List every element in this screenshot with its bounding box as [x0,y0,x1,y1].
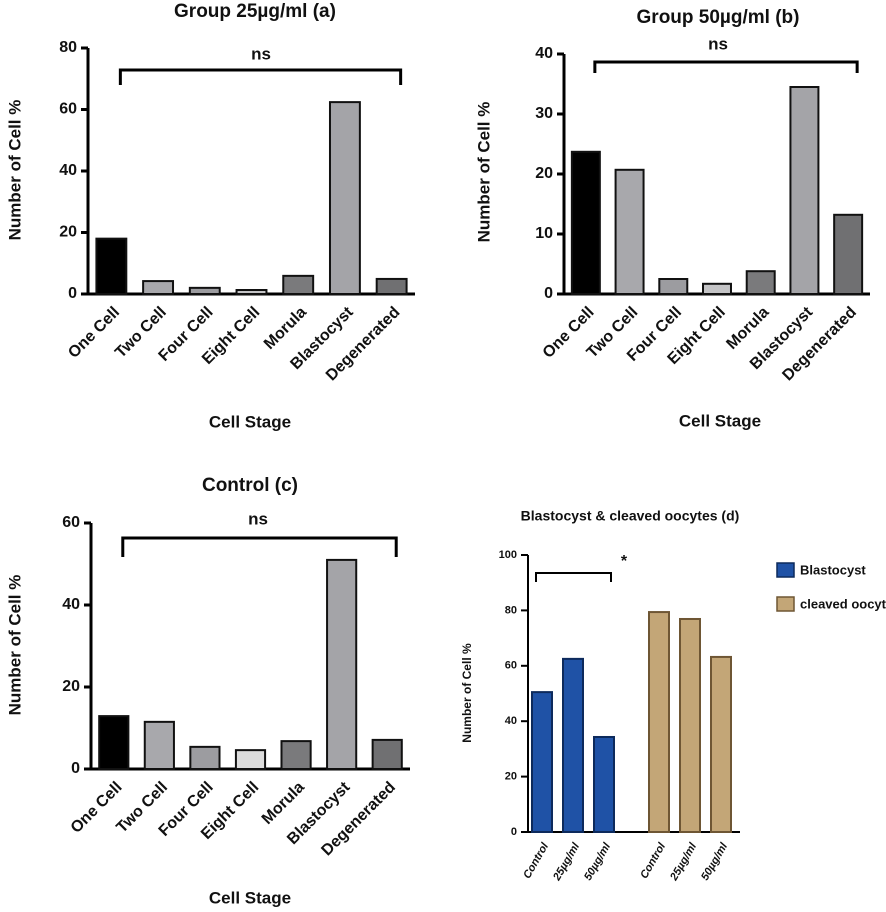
legend-label: cleaved oocytes [800,596,886,611]
bar [648,611,670,834]
bar [280,740,312,770]
bar [142,280,175,295]
chart-title: Group 50µg/ml (b) [637,7,800,28]
bar [282,274,315,296]
y-axis-label: Number of Cell % [474,102,493,243]
significance-bracket [535,572,612,582]
bar [328,101,361,296]
y-tick-label: 20 [535,165,553,182]
legend-label: Blastocyst [800,562,866,577]
bar [710,655,732,833]
x-tick-label: 50µg/ml [699,840,730,882]
significance-label: ns [248,509,268,528]
legend-swatch [776,562,795,578]
y-tick-label: 0 [511,826,517,838]
bar [745,270,776,296]
y-tick-label: 40 [59,162,77,179]
legend-swatch [776,596,795,612]
y-tick-label: 60 [62,514,80,531]
y-tick-label: 40 [535,45,553,62]
x-tick-label: Control [521,840,551,881]
bar [679,617,701,833]
y-tick-label: 20 [505,771,517,783]
y-tick-label: 60 [59,101,77,118]
chart-title: Group 25µg/ml (a) [174,1,336,22]
y-tick-label: 80 [59,39,77,56]
x-tick-label: 25µg/ml [668,840,700,883]
y-tick-label: 0 [71,760,80,777]
x-axis-label: Cell Stage [209,412,291,431]
y-tick-label: 40 [62,596,80,613]
bar [593,735,615,834]
bar [326,558,358,771]
significance-label: * [621,553,628,570]
y-tick-label: 100 [499,549,517,561]
bar [375,277,408,295]
y-tick-label: 20 [59,224,77,241]
x-axis-label: Cell Stage [679,411,761,430]
x-tick-label: 50µg/ml [582,840,613,882]
x-axis-label: Cell Stage [209,888,291,907]
bar [833,213,864,295]
y-tick-label: 40 [505,715,517,727]
x-tick-label: Control [638,840,668,881]
bar [789,86,820,295]
bar [614,168,645,295]
bar [98,715,130,770]
bar [570,150,601,295]
y-axis-label: Number of Cell % [5,575,24,716]
y-tick-label: 30 [535,105,553,122]
significance-bracket [593,60,859,73]
bar [371,738,403,771]
significance-bracket [121,536,398,557]
bar [702,282,732,295]
chart-title: Control (c) [202,475,298,496]
bar [143,720,175,770]
bar [562,657,584,833]
y-tick-label: 0 [68,285,77,302]
y-tick-label: 0 [544,285,553,302]
bar [95,237,128,295]
chart-title: Blastocyst & cleaved oocytes (d) [521,508,740,524]
significance-bracket [118,68,403,85]
bar [531,691,553,833]
x-tick-label: 25µg/ml [551,840,583,883]
bar [658,278,689,295]
y-tick-label: 10 [535,225,553,242]
y-tick-label: 20 [62,678,80,695]
significance-label: ns [708,34,728,53]
y-axis-label: Number of Cell % [5,100,24,241]
bar [188,286,221,296]
y-axis-label: Number of Cell % [460,643,474,743]
bar [234,749,267,771]
significance-label: ns [251,44,271,63]
y-tick-label: 80 [505,604,517,616]
bar [189,745,221,770]
y-tick-label: 60 [505,660,517,672]
bar [235,289,268,296]
